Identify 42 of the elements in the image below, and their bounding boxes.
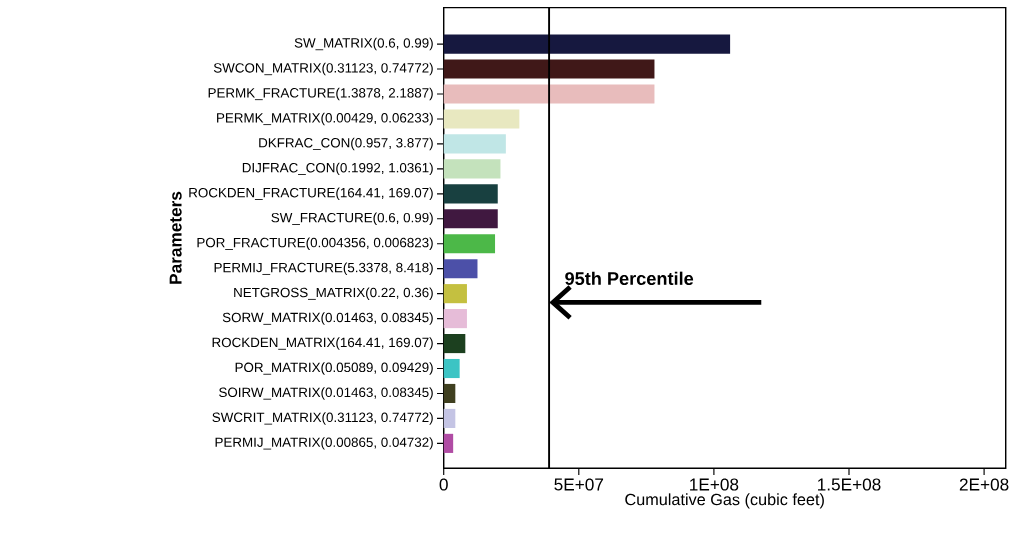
y-tick-label: SW_FRACTURE(0.6, 0.99) [271, 212, 433, 226]
bar [443, 259, 478, 279]
bar [443, 384, 456, 404]
bar [443, 409, 456, 429]
bar [443, 334, 466, 354]
y-tick-label: SWCON_MATRIX(0.31123, 0.74772) [213, 63, 433, 76]
x-tick-label: 5E+07 [554, 478, 604, 491]
bar [443, 359, 460, 379]
bar [443, 84, 655, 104]
bar [443, 434, 454, 454]
y-tick-label: SW_MATRIX(0.6, 0.99) [294, 38, 433, 51]
y-axis-title: Parameters [169, 192, 182, 284]
x-tick-label: 1.5E+08 [818, 478, 881, 491]
bar [443, 59, 655, 79]
bar [443, 209, 498, 229]
bar [443, 159, 501, 179]
x-tick-label: 1E+08 [690, 478, 739, 491]
bar [443, 184, 498, 204]
y-tick-label: SWCRIT_MATRIX(0.31123, 0.74772) [212, 412, 433, 425]
y-tick-label: SOIRW_MATRIX(0.01463, 0.08345) [219, 387, 433, 400]
bar [443, 309, 467, 329]
bar [443, 109, 520, 129]
y-tick-label: PERMK_FRACTURE(1.3878, 2.1887) [208, 87, 433, 101]
y-tick-label: DIJFRAC_CON(0.1992, 1.0361) [242, 162, 433, 176]
y-tick-label: NETGROSS_MATRIX(0.22, 0.36) [234, 287, 433, 301]
y-tick-label: POR_MATRIX(0.05089, 0.09429) [235, 362, 433, 375]
x-tick-label: 0 [439, 478, 448, 491]
bar [443, 234, 496, 254]
y-tick-label: POR_FRACTURE(0.004356, 0.006823) [197, 237, 433, 251]
x-tick-label: 2E+08 [959, 478, 1009, 491]
y-tick-label: PERMIJ_FRACTURE(5.3378, 8.418) [214, 262, 433, 276]
y-tick-label: DKFRAC_CON(0.957, 3.877) [259, 137, 433, 151]
bar [443, 34, 731, 54]
y-tick-label: PERMIJ_MATRIX(0.00865, 0.04732) [215, 437, 433, 450]
ref-line-label: 95th Percentile [565, 271, 694, 286]
bar [443, 284, 467, 304]
x-axis-title: Cumulative Gas (cubic feet) [625, 493, 824, 509]
y-tick-label: ROCKDEN_FRACTURE(164.41, 169.07) [189, 187, 433, 201]
y-tick-label: ROCKDEN_MATRIX(164.41, 169.07) [212, 337, 433, 351]
y-tick-label: SORW_MATRIX(0.01463, 0.08345) [222, 312, 433, 326]
y-tick-label: PERMK_MATRIX(0.00429, 0.06233) [217, 112, 433, 126]
bar [443, 134, 506, 154]
